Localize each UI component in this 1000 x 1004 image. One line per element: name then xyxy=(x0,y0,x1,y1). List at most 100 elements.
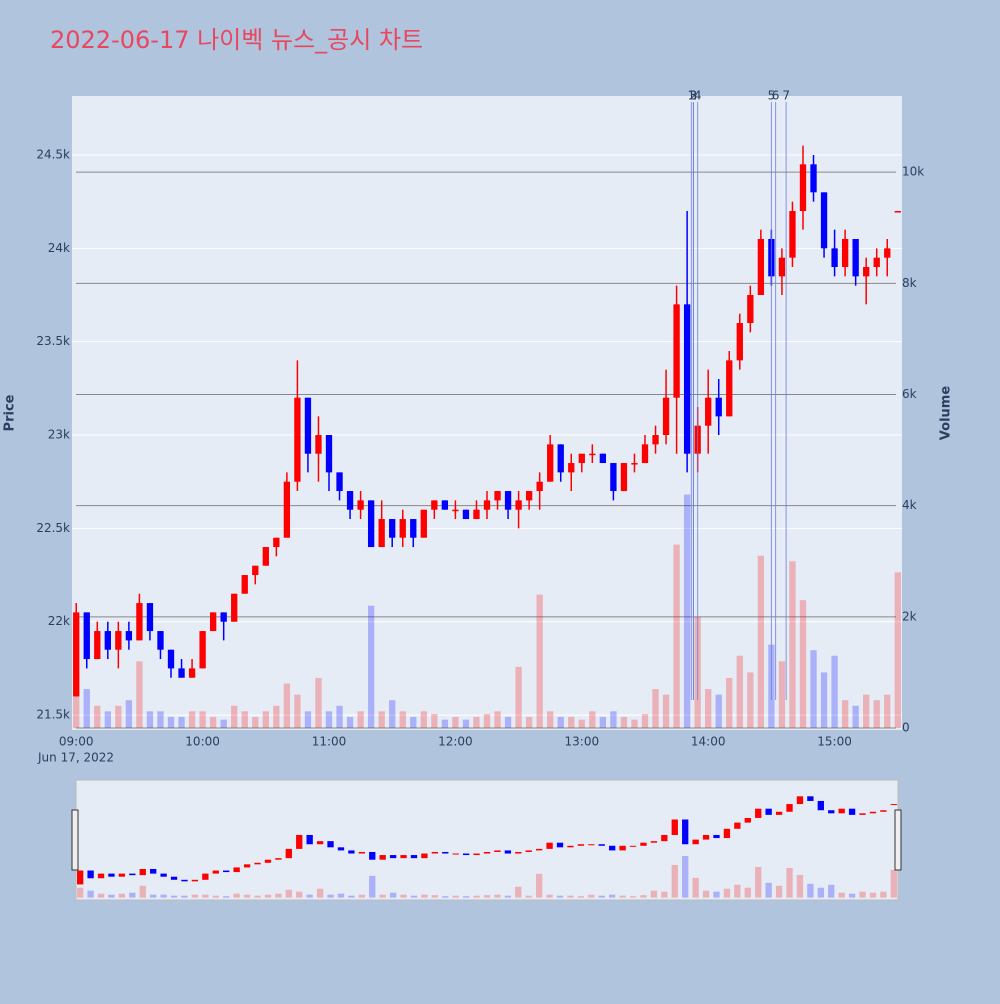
candle-body xyxy=(494,491,501,501)
candle-body xyxy=(389,519,396,538)
volume-bar xyxy=(547,711,554,728)
mini-candle-body xyxy=(410,855,418,859)
mini-volume-bar xyxy=(369,875,376,898)
volume-bar xyxy=(262,711,269,728)
mini-volume-bar xyxy=(337,893,345,898)
mini-candle-body xyxy=(296,834,303,849)
mini-volume-bar xyxy=(504,895,512,898)
mini-volume-bar xyxy=(400,894,407,898)
mini-volume-bar xyxy=(609,894,616,898)
volume-bar xyxy=(389,700,396,728)
volume-bar xyxy=(662,694,670,728)
candle-body xyxy=(568,463,575,473)
y-tick-label: 22k xyxy=(48,614,70,628)
candle-body xyxy=(705,397,712,426)
mini-candle-body xyxy=(483,851,491,854)
candle-body xyxy=(525,491,533,501)
mini-candle-body xyxy=(515,851,522,854)
mini-candle-body xyxy=(348,850,355,854)
volume-bar xyxy=(589,711,596,728)
mini-volume-bar xyxy=(170,895,178,898)
mini-candle-body xyxy=(233,867,240,873)
volume-bar xyxy=(799,600,807,728)
y2-tick-label: 0 xyxy=(902,720,910,734)
range-handle[interactable] xyxy=(894,809,902,871)
mini-volume-bar xyxy=(723,888,731,898)
candle-body xyxy=(778,257,786,277)
mini-candle-body xyxy=(661,834,668,842)
mini-volume-bar xyxy=(181,895,188,898)
volume-bar xyxy=(125,700,133,728)
volume-bar xyxy=(599,716,607,728)
y2-tick-label: 4k xyxy=(902,498,917,512)
candle-body xyxy=(852,239,859,277)
range-handle[interactable] xyxy=(71,809,79,871)
mini-volume-bar xyxy=(713,891,720,898)
mini-candle-body xyxy=(535,848,543,851)
y2-tick-label: 2k xyxy=(902,609,917,623)
mini-volume-bar xyxy=(139,885,146,898)
candle-body xyxy=(504,491,512,510)
candle-body xyxy=(336,472,343,492)
mini-volume-bar xyxy=(118,893,126,898)
mini-candle-body xyxy=(588,844,595,846)
mini-volume-bar xyxy=(243,894,251,898)
mini-candle-body xyxy=(713,834,720,839)
candle-body xyxy=(410,519,417,538)
volume-bar xyxy=(715,694,722,728)
mini-volume-bar xyxy=(817,887,824,898)
volume-bar xyxy=(483,714,491,728)
candle-body xyxy=(515,500,522,510)
range-slider[interactable] xyxy=(75,779,899,901)
candle-body xyxy=(662,397,670,436)
mini-volume-bar xyxy=(525,895,532,898)
volume-bar xyxy=(94,705,101,728)
volume-bar xyxy=(841,700,849,728)
candle-body xyxy=(73,612,80,697)
mini-volume-bar xyxy=(389,892,397,898)
mini-candle-body xyxy=(525,850,532,852)
mini-volume-bar xyxy=(254,895,261,898)
candle-body xyxy=(652,435,659,445)
mini-candle-body xyxy=(838,808,845,814)
candle-body xyxy=(294,397,301,482)
volume-bar xyxy=(610,711,617,728)
mini-candle-body xyxy=(859,813,866,815)
x-tick-label: 13:00 xyxy=(565,735,600,749)
candle-body xyxy=(431,500,438,510)
mini-volume-bar xyxy=(744,887,751,898)
candle-body xyxy=(167,649,175,669)
candle-body xyxy=(894,211,901,213)
mini-candle-body xyxy=(160,873,167,877)
mini-candle-body xyxy=(682,819,689,845)
volume-bar xyxy=(220,719,227,728)
mini-volume-bar xyxy=(807,883,814,898)
volume-bar xyxy=(399,711,406,728)
candle-body xyxy=(367,500,375,548)
mini-candle-body xyxy=(723,828,731,839)
news-marker-label: 1 xyxy=(688,89,696,103)
y-tick-label: 23k xyxy=(48,428,70,442)
mini-candle-body xyxy=(848,808,856,815)
mini-candle-body xyxy=(223,870,230,873)
x-tick-label: 14:00 xyxy=(691,735,726,749)
volume-bar xyxy=(231,705,238,728)
news-marker-label: 3 xyxy=(690,89,698,103)
mini-candle-body xyxy=(817,800,824,811)
volume-bar xyxy=(652,689,659,728)
mini-candle-body xyxy=(462,853,470,856)
volume-bar xyxy=(209,716,217,728)
mini-candle-body xyxy=(431,851,439,854)
volume-bar xyxy=(641,714,649,728)
mini-volume-bar xyxy=(838,892,845,898)
plot-area xyxy=(72,96,902,730)
mini-volume-bar xyxy=(890,869,897,898)
mini-candle-body xyxy=(306,834,313,845)
volume-bar xyxy=(83,689,90,728)
candle-body xyxy=(578,453,585,464)
news-marker-label: 2 xyxy=(690,89,698,103)
volume-bar xyxy=(104,711,111,728)
volume-bar xyxy=(873,700,880,728)
mini-volume-bar xyxy=(661,891,668,898)
mini-candle-body xyxy=(264,859,272,863)
